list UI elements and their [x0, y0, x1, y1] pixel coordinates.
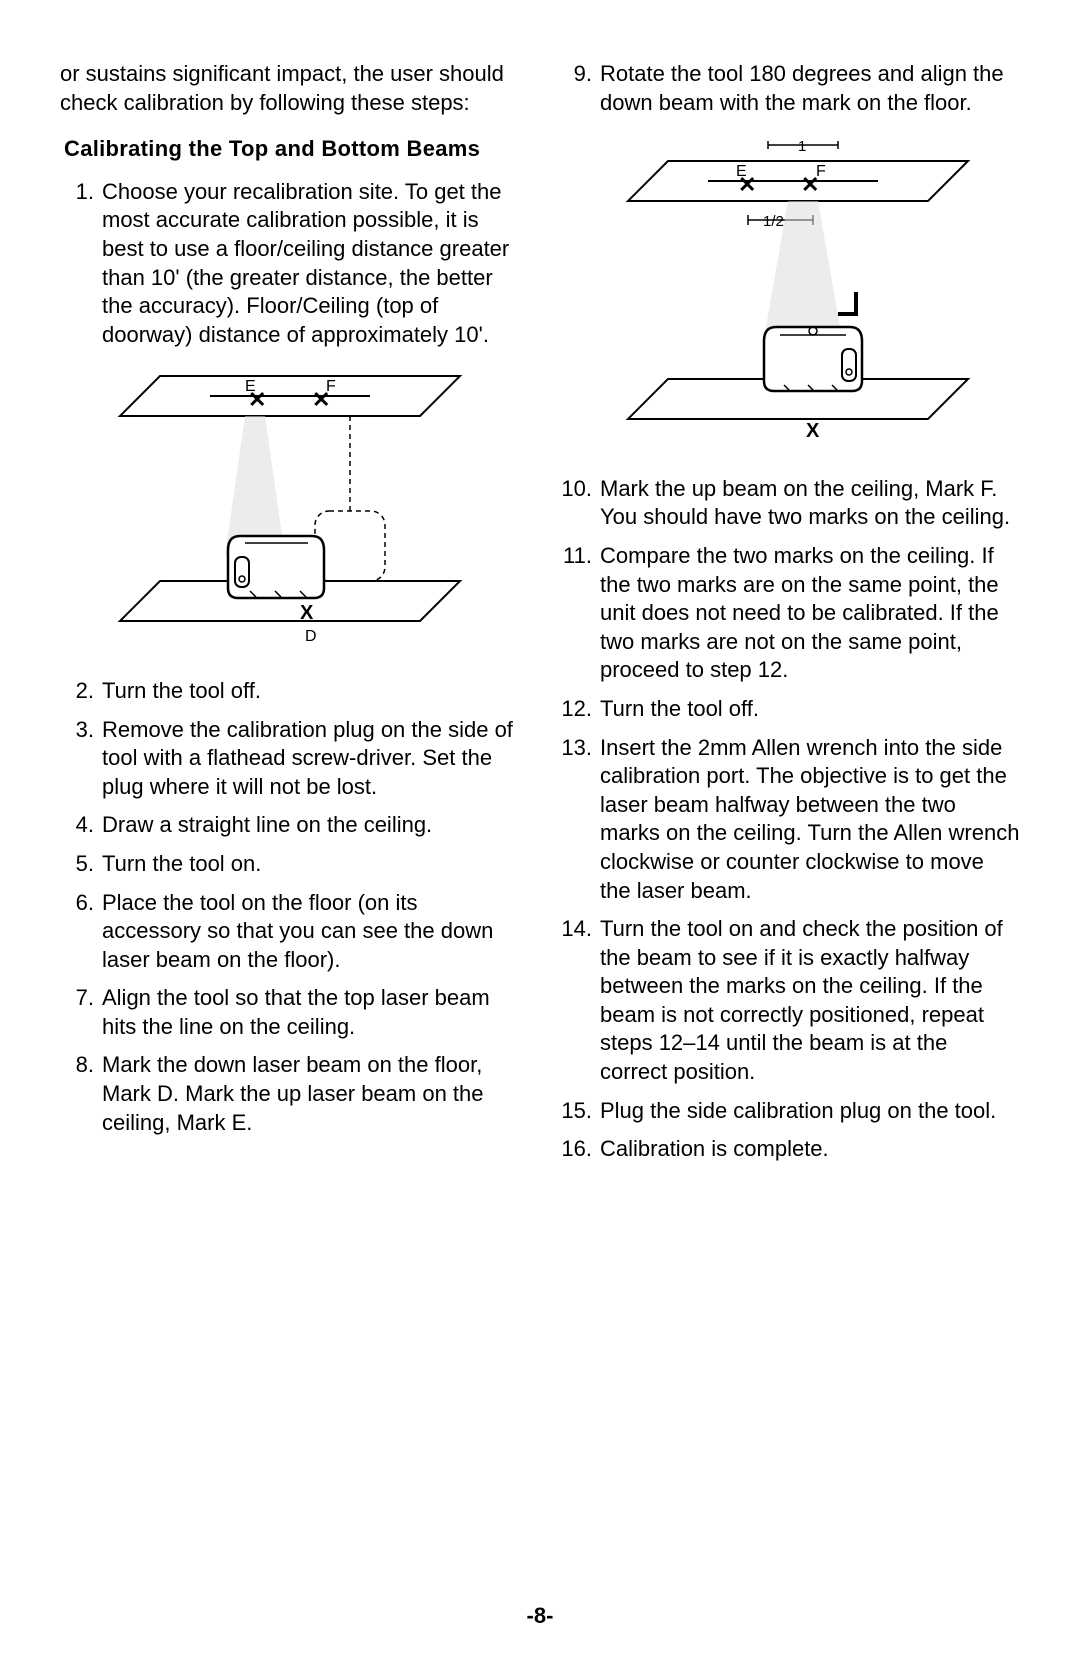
step-13: 13.Insert the 2mm Allen wrench into the …	[558, 734, 1020, 906]
section-heading: Calibrating the Top and Bottom Beams	[64, 135, 522, 164]
step-4: 4.Draw a straight line on the ceiling.	[60, 811, 522, 840]
step-text: Turn the tool on.	[102, 850, 522, 879]
step-number: 8.	[60, 1051, 102, 1137]
step-text: Turn the tool on and check the position …	[600, 915, 1020, 1087]
step-1: 1. Choose your recalibration site. To ge…	[60, 178, 522, 350]
calibration-diagram-1: E F ✕ ✕	[90, 361, 522, 659]
intro-text: or sustains significant impact, the user…	[60, 60, 522, 117]
step-7: 7.Align the tool so that the top laser b…	[60, 984, 522, 1041]
step-3: 3.Remove the calibration plug on the sid…	[60, 716, 522, 802]
left-column: or sustains significant impact, the user…	[60, 60, 522, 1174]
step-number: 7.	[60, 984, 102, 1041]
step-text: Compare the two marks on the ceiling. If…	[600, 542, 1020, 685]
svg-text:✕: ✕	[248, 387, 266, 412]
step-text: Draw a straight line on the ceiling.	[102, 811, 522, 840]
step-text: Plug the side calibration plug on the to…	[600, 1097, 1020, 1126]
step-text: Place the tool on the floor (on its acce…	[102, 889, 522, 975]
svg-text:D: D	[305, 628, 317, 645]
step-number: 10.	[558, 475, 600, 532]
calibration-diagram-2: 1 E F ✕ ✕ 1/2	[598, 129, 1020, 457]
step-6: 6.Place the tool on the floor (on its ac…	[60, 889, 522, 975]
step-12: 12.Turn the tool off.	[558, 695, 1020, 724]
step-text: Calibration is complete.	[600, 1135, 1020, 1164]
step-text: Remove the calibration plug on the side …	[102, 716, 522, 802]
right-steps: 9.Rotate the tool 180 degrees and align …	[558, 60, 1020, 117]
svg-text:✕: ✕	[738, 172, 756, 197]
step-text: Mark the down laser beam on the floor, M…	[102, 1051, 522, 1137]
step-15: 15.Plug the side calibration plug on the…	[558, 1097, 1020, 1126]
step-text: Align the tool so that the top laser bea…	[102, 984, 522, 1041]
step-number: 4.	[60, 811, 102, 840]
step-text: Choose your recalibration site. To get t…	[102, 178, 522, 350]
svg-text:✕: ✕	[312, 387, 330, 412]
step-number: 2.	[60, 677, 102, 706]
columns-wrapper: or sustains significant impact, the user…	[60, 60, 1020, 1174]
step-number: 5.	[60, 850, 102, 879]
step-number: 1.	[60, 178, 102, 350]
right-steps-cont: 10.Mark the up beam on the ceiling, Mark…	[558, 475, 1020, 1164]
step-text: Turn the tool off.	[102, 677, 522, 706]
right-column: 9.Rotate the tool 180 degrees and align …	[558, 60, 1020, 1174]
step-11: 11.Compare the two marks on the ceiling.…	[558, 542, 1020, 685]
step-10: 10.Mark the up beam on the ceiling, Mark…	[558, 475, 1020, 532]
step-number: 15.	[558, 1097, 600, 1126]
step-number: 14.	[558, 915, 600, 1087]
svg-text:1: 1	[798, 138, 806, 155]
step-14: 14.Turn the tool on and check the positi…	[558, 915, 1020, 1087]
step-9: 9.Rotate the tool 180 degrees and align …	[558, 60, 1020, 117]
step-8: 8.Mark the down laser beam on the floor,…	[60, 1051, 522, 1137]
step-number: 6.	[60, 889, 102, 975]
step-number: 3.	[60, 716, 102, 802]
step-text: Turn the tool off.	[600, 695, 1020, 724]
step-number: 16.	[558, 1135, 600, 1164]
step-text: Insert the 2mm Allen wrench into the sid…	[600, 734, 1020, 906]
page-number: -8-	[0, 1603, 1080, 1629]
page: or sustains significant impact, the user…	[0, 0, 1080, 1669]
svg-text:1/2: 1/2	[763, 213, 784, 230]
step-text: Rotate the tool 180 degrees and align th…	[600, 60, 1020, 117]
svg-text:X: X	[300, 602, 314, 624]
step-number: 9.	[558, 60, 600, 117]
svg-text:✕: ✕	[801, 172, 819, 197]
left-steps: 1. Choose your recalibration site. To ge…	[60, 178, 522, 350]
step-number: 11.	[558, 542, 600, 685]
step-number: 12.	[558, 695, 600, 724]
step-text: Mark the up beam on the ceiling, Mark F.…	[600, 475, 1020, 532]
step-5: 5.Turn the tool on.	[60, 850, 522, 879]
step-number: 13.	[558, 734, 600, 906]
step-16: 16.Calibration is complete.	[558, 1135, 1020, 1164]
left-steps-cont: 2.Turn the tool off. 3.Remove the calibr…	[60, 677, 522, 1137]
step-2: 2.Turn the tool off.	[60, 677, 522, 706]
svg-text:X: X	[806, 420, 820, 442]
